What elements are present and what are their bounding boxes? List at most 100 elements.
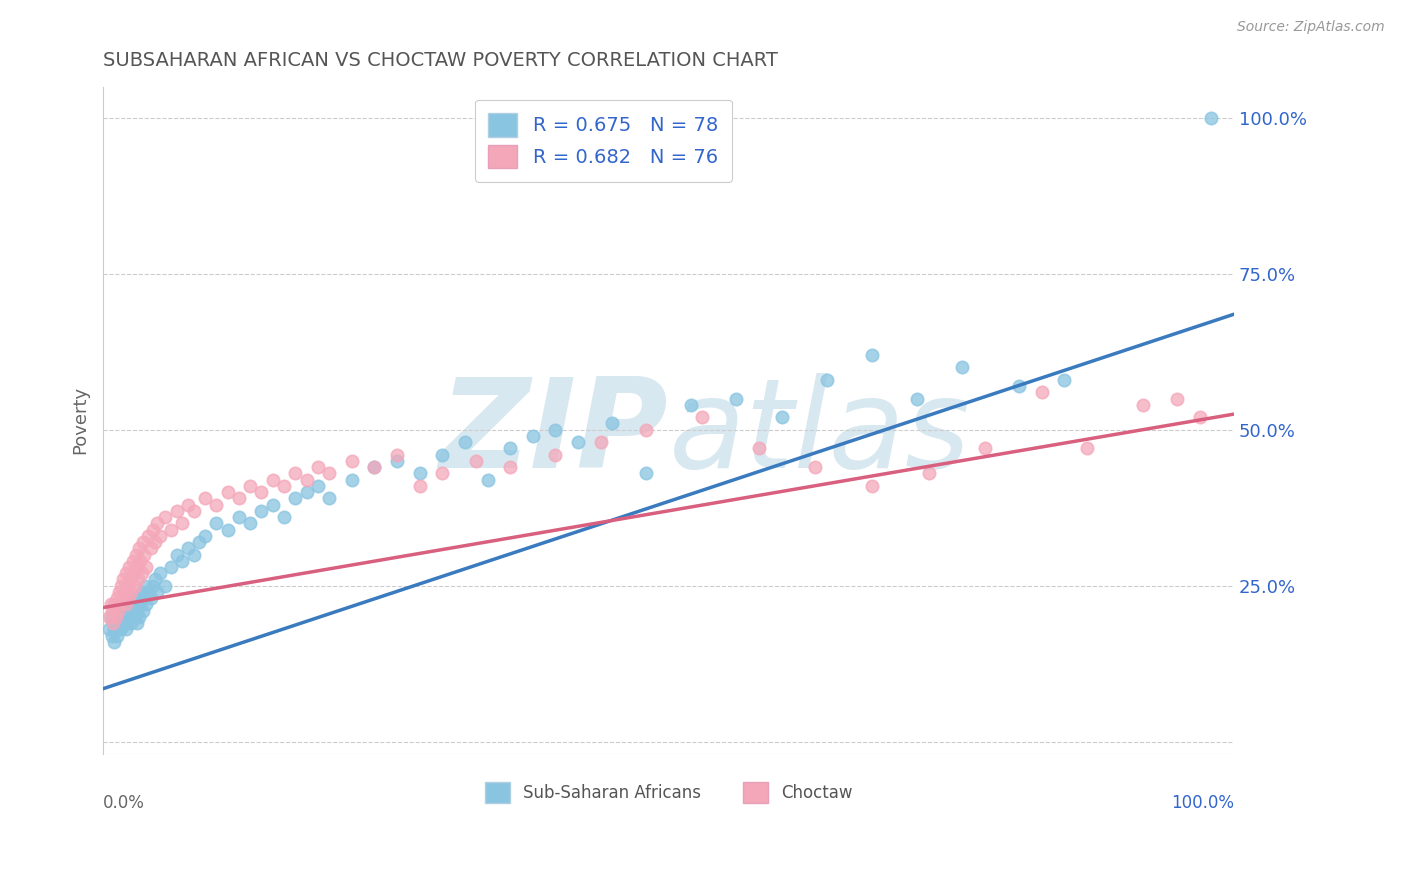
Point (103, 616, 125, 631)
Point (194, 529, 217, 543)
Point (860, 348, 883, 362)
Point (132, 548, 155, 562)
Point (307, 479, 329, 493)
Point (97, 610, 120, 624)
Point (142, 523, 165, 537)
Point (1008, 379, 1031, 393)
Point (125, 616, 148, 631)
Point (634, 467, 657, 481)
Point (114, 598, 136, 612)
Point (108, 610, 131, 624)
Point (250, 485, 273, 500)
Point (1053, 373, 1076, 387)
Point (120, 598, 142, 612)
Point (115, 616, 138, 631)
Point (101, 604, 124, 618)
Text: atlas: atlas (668, 373, 970, 494)
Point (139, 591, 162, 606)
Point (120, 616, 142, 631)
Point (110, 623, 132, 637)
Point (108, 598, 131, 612)
Point (589, 435, 612, 450)
Point (139, 541, 162, 556)
Point (228, 510, 250, 524)
Point (166, 504, 188, 518)
Point (1132, 398, 1154, 412)
Point (544, 423, 567, 437)
Point (138, 585, 160, 599)
Point (117, 591, 139, 606)
Point (385, 454, 408, 468)
Point (149, 529, 172, 543)
Point (273, 510, 295, 524)
Point (124, 610, 146, 624)
Point (107, 604, 129, 618)
Text: 0.0%: 0.0% (103, 794, 145, 813)
Point (177, 498, 200, 512)
Point (120, 573, 142, 587)
Point (205, 498, 228, 512)
Point (111, 591, 134, 606)
Point (128, 541, 150, 556)
Point (114, 598, 136, 612)
Point (146, 516, 169, 531)
Point (239, 516, 262, 531)
Point (409, 479, 432, 493)
Point (117, 604, 139, 618)
Point (815, 373, 838, 387)
Point (567, 435, 589, 450)
Point (118, 610, 141, 624)
Point (804, 460, 827, 475)
Point (108, 585, 131, 599)
Point (132, 591, 155, 606)
Point (135, 560, 157, 574)
Point (142, 579, 165, 593)
Point (217, 523, 239, 537)
Point (124, 579, 146, 593)
Point (129, 598, 152, 612)
Text: Source: ZipAtlas.com: Source: ZipAtlas.com (1237, 20, 1385, 34)
Point (127, 591, 149, 606)
Point (262, 473, 284, 487)
Point (118, 560, 141, 574)
Point (105, 591, 128, 606)
Point (131, 566, 153, 581)
Point (1031, 385, 1053, 400)
Point (114, 566, 136, 581)
Point (363, 460, 385, 475)
Point (149, 566, 172, 581)
Point (166, 548, 188, 562)
Point (239, 479, 262, 493)
Point (121, 604, 143, 618)
Point (465, 454, 488, 468)
Point (340, 454, 363, 468)
Legend: Sub-Saharan Africans, Choctaw: Sub-Saharan Africans, Choctaw (475, 772, 862, 813)
Text: SUBSAHARAN AFRICAN VS CHOCTAW POVERTY CORRELATION CHART: SUBSAHARAN AFRICAN VS CHOCTAW POVERTY CO… (103, 51, 778, 70)
Point (725, 392, 748, 406)
Point (295, 485, 318, 500)
Point (499, 460, 522, 475)
Point (1166, 392, 1188, 406)
Point (131, 535, 153, 549)
Point (432, 467, 454, 481)
Point (108, 623, 131, 637)
Point (917, 467, 939, 481)
Point (295, 473, 318, 487)
Point (135, 598, 157, 612)
Point (103, 598, 125, 612)
Point (284, 467, 307, 481)
Point (97, 623, 120, 637)
Point (177, 541, 200, 556)
Point (107, 616, 129, 631)
Text: ZIP: ZIP (440, 373, 668, 494)
Point (111, 616, 134, 631)
Point (129, 554, 152, 568)
Point (146, 585, 169, 599)
Point (104, 610, 127, 624)
Point (131, 585, 153, 599)
Point (105, 629, 128, 643)
Point (188, 535, 211, 549)
Point (860, 479, 883, 493)
Point (318, 491, 340, 506)
Point (974, 442, 997, 456)
